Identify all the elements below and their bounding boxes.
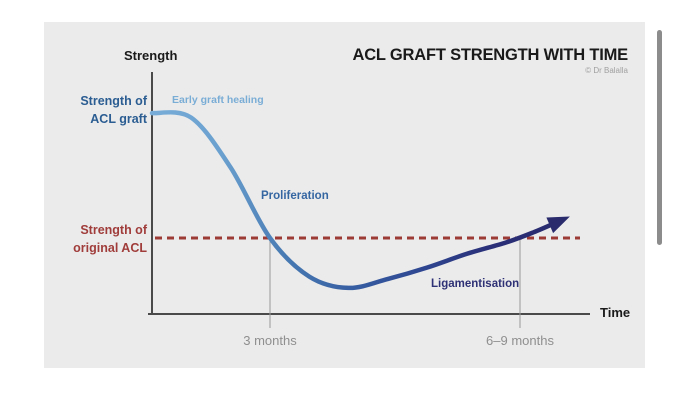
x-marker-3-months: 3 months	[243, 333, 297, 348]
curve-arrowhead-icon	[546, 216, 570, 234]
attribution: © Dr Balalla	[585, 66, 628, 75]
chart-panel	[44, 22, 645, 368]
early-healing-label: Early graft healing	[172, 94, 264, 106]
chart-title: ACL GRAFT STRENGTH WITH TIME	[352, 46, 629, 64]
y-axis-label: Strength	[124, 48, 178, 63]
original-acl-label: Strength of original ACL	[73, 223, 147, 255]
x-marker-6-9-months: 6–9 months	[486, 333, 554, 348]
ligamentisation-label: Ligamentisation	[431, 278, 520, 290]
graft-strength-curve	[149, 110, 560, 291]
graft-strength-label: Strength of ACL graft	[80, 94, 147, 126]
scrollbar-thumb[interactable]	[657, 30, 662, 245]
x-axis-label: Time	[600, 305, 631, 320]
proliferation-label: Proliferation	[261, 190, 329, 202]
